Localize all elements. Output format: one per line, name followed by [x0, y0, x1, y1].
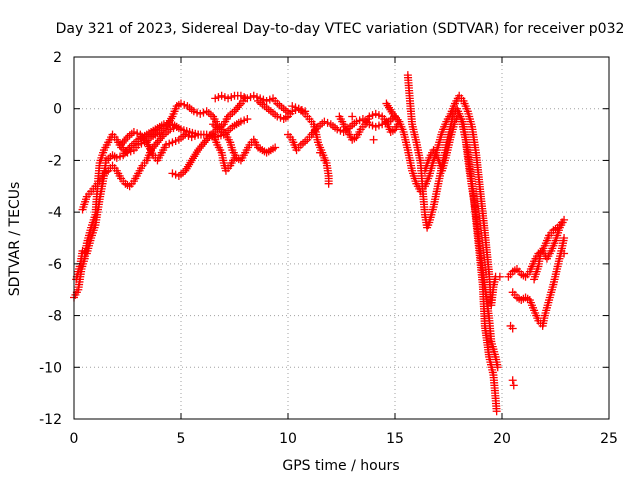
x-tick-label: 0 — [70, 431, 79, 447]
data-point — [316, 148, 325, 157]
y-tick-label: -8 — [48, 309, 62, 325]
data-point — [129, 139, 138, 148]
data-point — [281, 113, 290, 122]
series-arc-18 — [530, 218, 566, 284]
data-point — [123, 180, 132, 189]
data-point — [235, 101, 244, 110]
series-arc-10 — [288, 102, 333, 188]
data-point — [158, 132, 167, 141]
data-point — [141, 136, 150, 145]
series-arc-6 — [211, 91, 295, 118]
data-point — [271, 143, 280, 152]
chart-title: Day 321 of 2023, Sidereal Day-to-day VTE… — [56, 21, 625, 37]
data-point — [495, 272, 504, 281]
series-arc-12 — [335, 109, 404, 144]
data-point — [243, 115, 252, 124]
y-tick-label: -12 — [39, 412, 62, 428]
data-point — [510, 266, 519, 275]
data-point — [348, 112, 357, 121]
series-arc-13 — [382, 91, 500, 310]
data-point — [493, 363, 502, 372]
y-tick-label: -6 — [48, 257, 62, 273]
data-point — [508, 376, 517, 385]
x-tick-label: 10 — [279, 431, 297, 447]
data-point — [121, 135, 130, 144]
series-arc-4 — [117, 127, 203, 165]
data-point — [172, 122, 181, 131]
series-arc-8 — [209, 130, 239, 175]
data-point — [557, 218, 566, 227]
x-tick-label: 5 — [177, 431, 186, 447]
data-point — [230, 153, 239, 162]
data-point — [560, 249, 569, 258]
x-tick-label: 15 — [386, 431, 404, 447]
data-point — [320, 156, 329, 165]
x-axis-label: GPS time / hours — [282, 458, 399, 474]
data-point — [350, 134, 359, 143]
data-point — [492, 407, 501, 416]
data-point — [324, 179, 333, 188]
grid — [74, 57, 609, 419]
y-tick-label: 0 — [53, 102, 62, 118]
plot-frame — [73, 56, 610, 420]
data-point — [393, 115, 402, 124]
y-tick-label: -10 — [39, 360, 62, 376]
data-point — [560, 234, 569, 242]
data-point — [124, 145, 133, 154]
series-arc-17 — [508, 234, 569, 330]
x-tick-label: 20 — [493, 431, 511, 447]
data-point — [508, 324, 517, 333]
y-tick-label: 2 — [53, 50, 62, 66]
series-isolated — [316, 112, 569, 390]
series-arc-15 — [420, 109, 502, 372]
data-point — [312, 124, 321, 133]
y-tick-label: -2 — [48, 153, 62, 169]
data-point — [519, 271, 528, 280]
data-point — [127, 141, 136, 150]
series-arc-1 — [70, 99, 226, 302]
series-arc-11 — [284, 112, 399, 155]
data-point — [194, 130, 203, 139]
data-point — [369, 135, 378, 144]
y-axis-label: SDTVAR / TECUs — [7, 182, 23, 297]
x-tick-label: 25 — [600, 431, 618, 447]
y-tick-label: -4 — [48, 205, 62, 221]
data-point — [234, 155, 243, 164]
data-point — [509, 381, 518, 390]
data-points — [70, 71, 569, 416]
